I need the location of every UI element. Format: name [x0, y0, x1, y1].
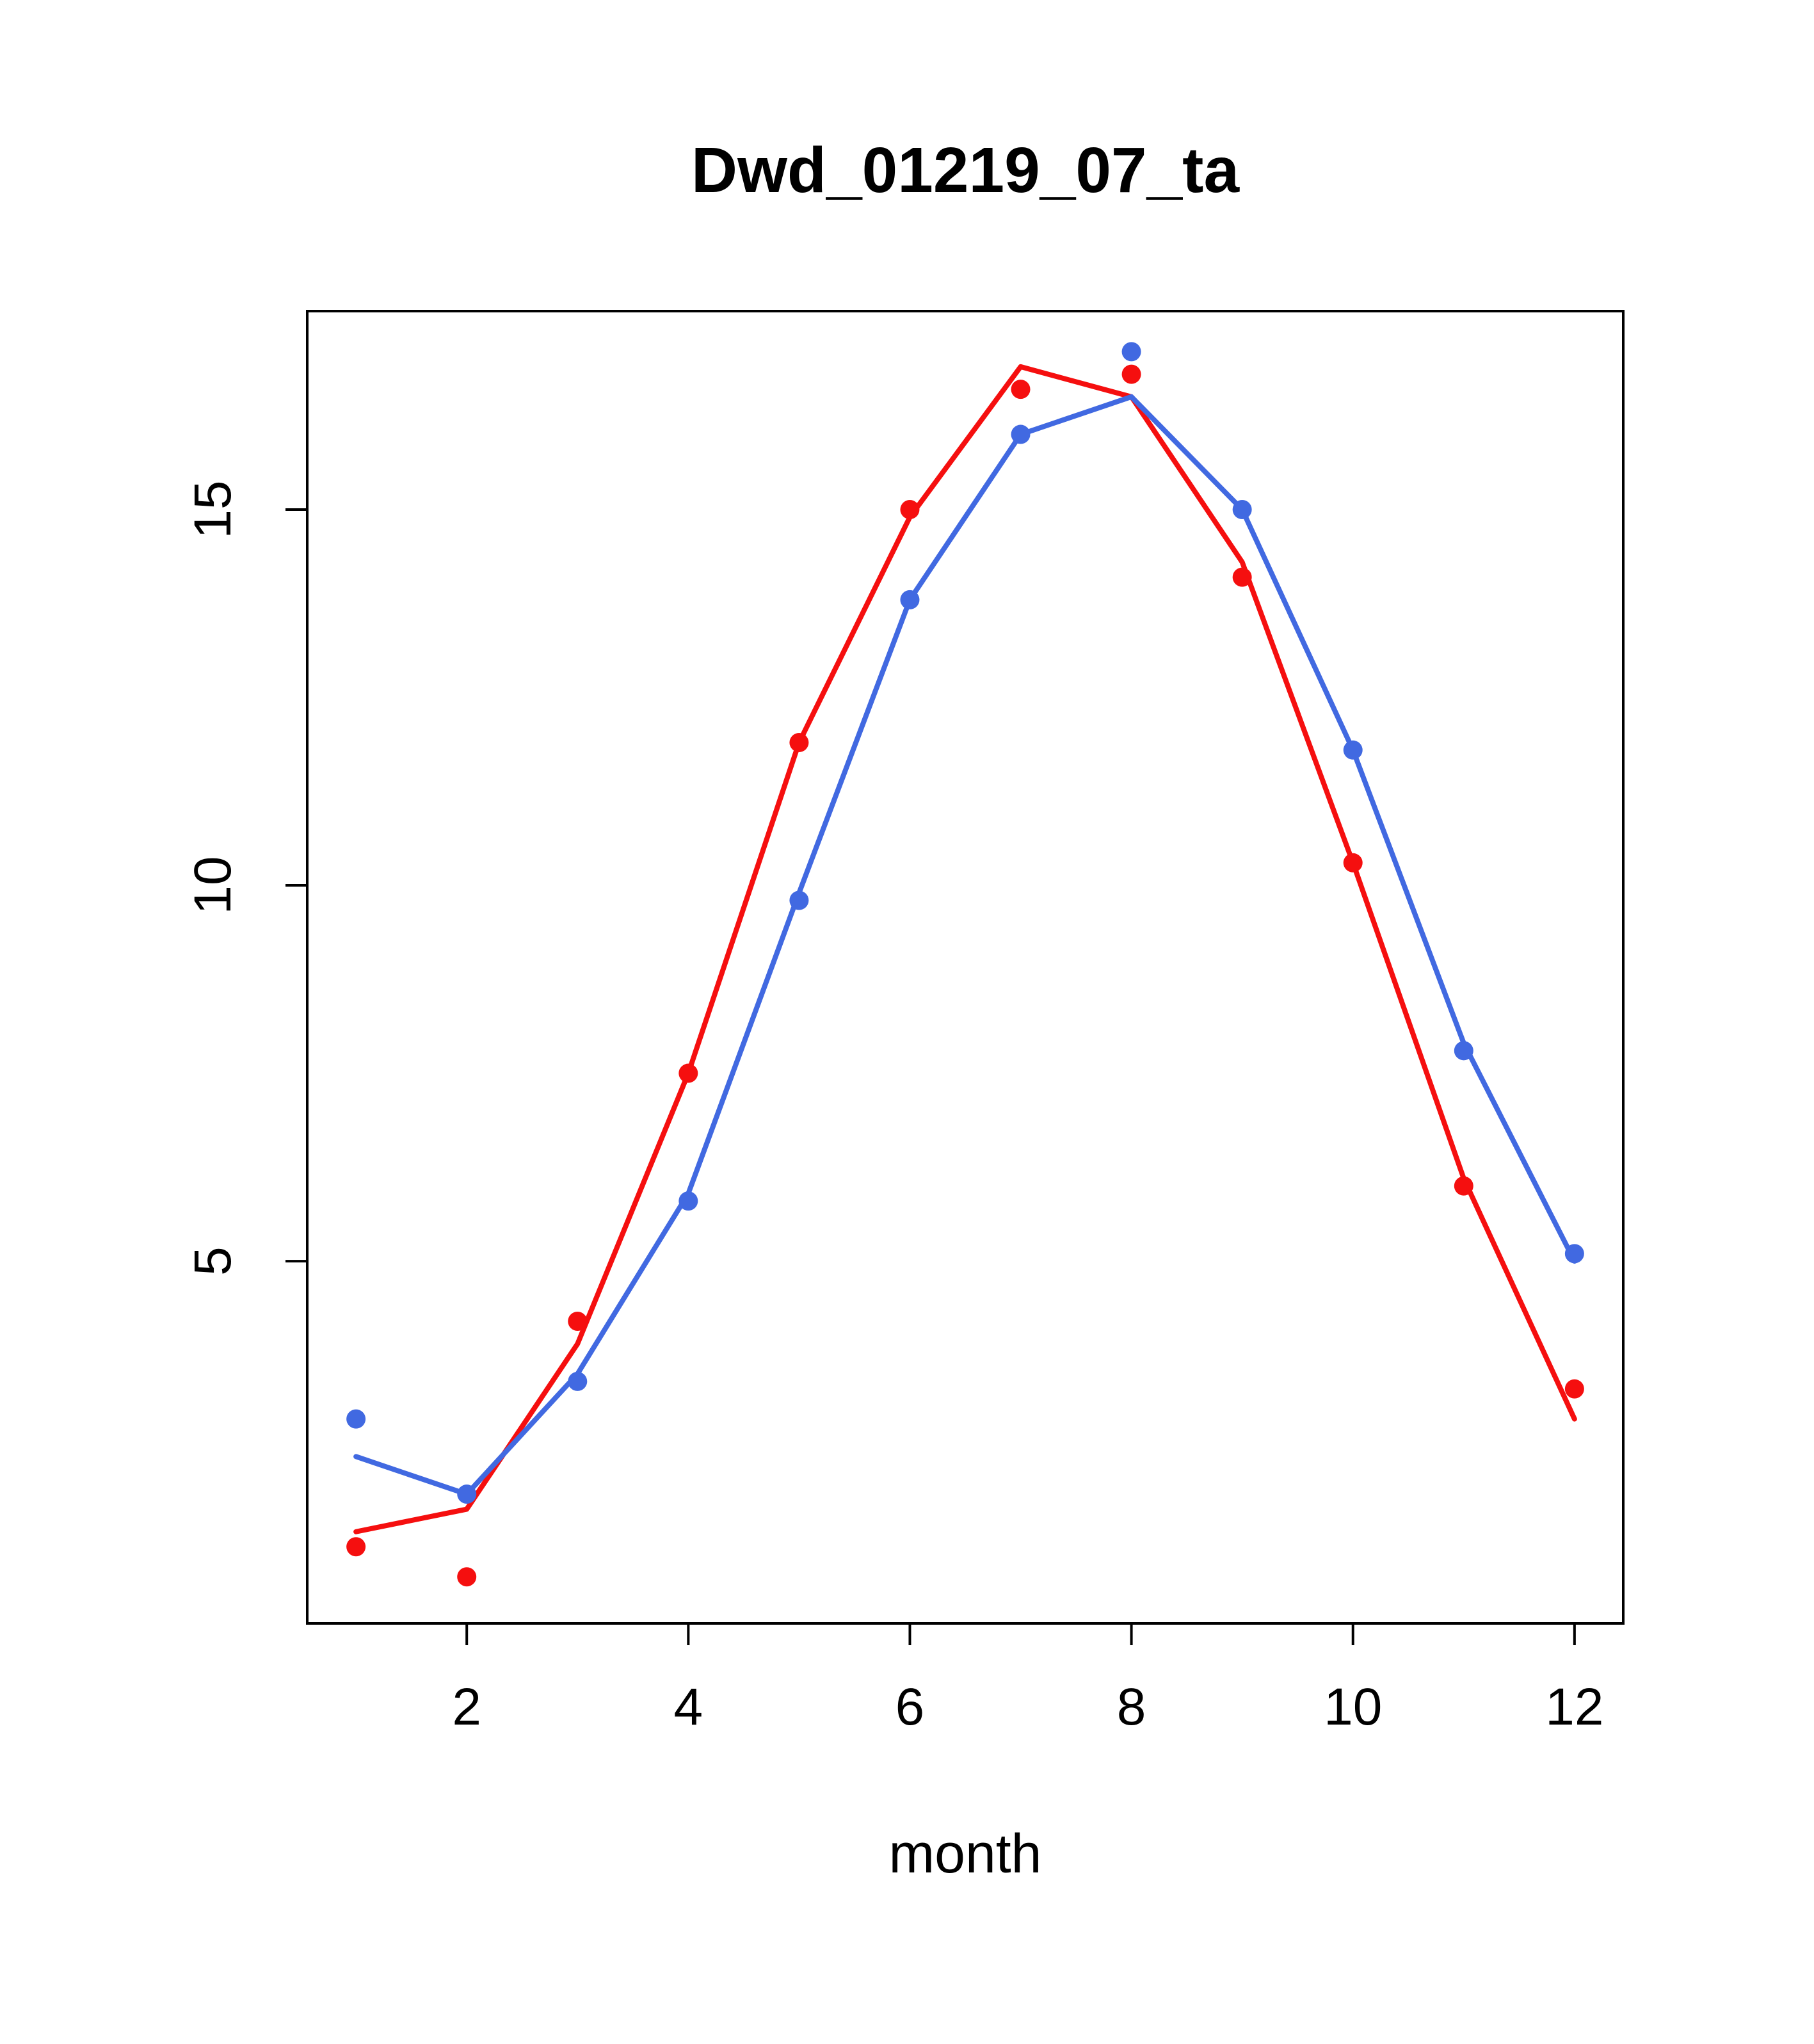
blue-points-point [568, 1371, 588, 1391]
x-tick-label: 10 [1324, 1678, 1382, 1736]
blue-points-point [346, 1409, 366, 1429]
red-points-point [457, 1567, 477, 1587]
blue-points-point [678, 1191, 698, 1211]
plot-border [306, 310, 1625, 1625]
x-tick-label: 6 [895, 1678, 925, 1736]
red-line [353, 364, 1577, 1534]
blue-points-point [1232, 499, 1252, 519]
red-points-point [1454, 1176, 1473, 1196]
blue-points-point [1121, 342, 1141, 362]
x-tick-label: 8 [1117, 1678, 1146, 1736]
red-points-point [900, 499, 920, 519]
y-tick-label: 15 [184, 480, 242, 538]
axes: 2 4 6 8 10 12 5 10 15 [184, 480, 1603, 1736]
x-tick-label: 12 [1545, 1678, 1603, 1736]
red-points-point [346, 1537, 366, 1557]
red-points-point [789, 732, 809, 752]
red-points-point [1564, 1379, 1584, 1399]
blue-points-point [457, 1485, 477, 1504]
blue-points-point [1454, 1041, 1473, 1061]
blue-points-point [1011, 424, 1031, 444]
blue-line [353, 394, 1577, 1497]
red-points-point [1343, 853, 1363, 873]
blue-points-point [900, 590, 920, 609]
series-group [346, 342, 1584, 1587]
y-tick-label: 5 [184, 1246, 242, 1276]
blue-points-point [1343, 740, 1363, 760]
blue-points-point [789, 890, 809, 910]
x-tick-label: 4 [674, 1678, 703, 1736]
red-points-point [1232, 567, 1252, 587]
red-points-point [678, 1063, 698, 1083]
y-tick-label: 10 [184, 856, 242, 914]
blue-points-point [1564, 1244, 1584, 1264]
x-tick-label: 2 [452, 1678, 481, 1736]
x-axis-title: month [888, 1823, 1041, 1885]
red-points-point [568, 1312, 588, 1332]
red-points-point [1011, 380, 1031, 399]
red-points-point [1121, 364, 1141, 384]
chart-title: Dwd_01219_07_ta [691, 134, 1240, 206]
